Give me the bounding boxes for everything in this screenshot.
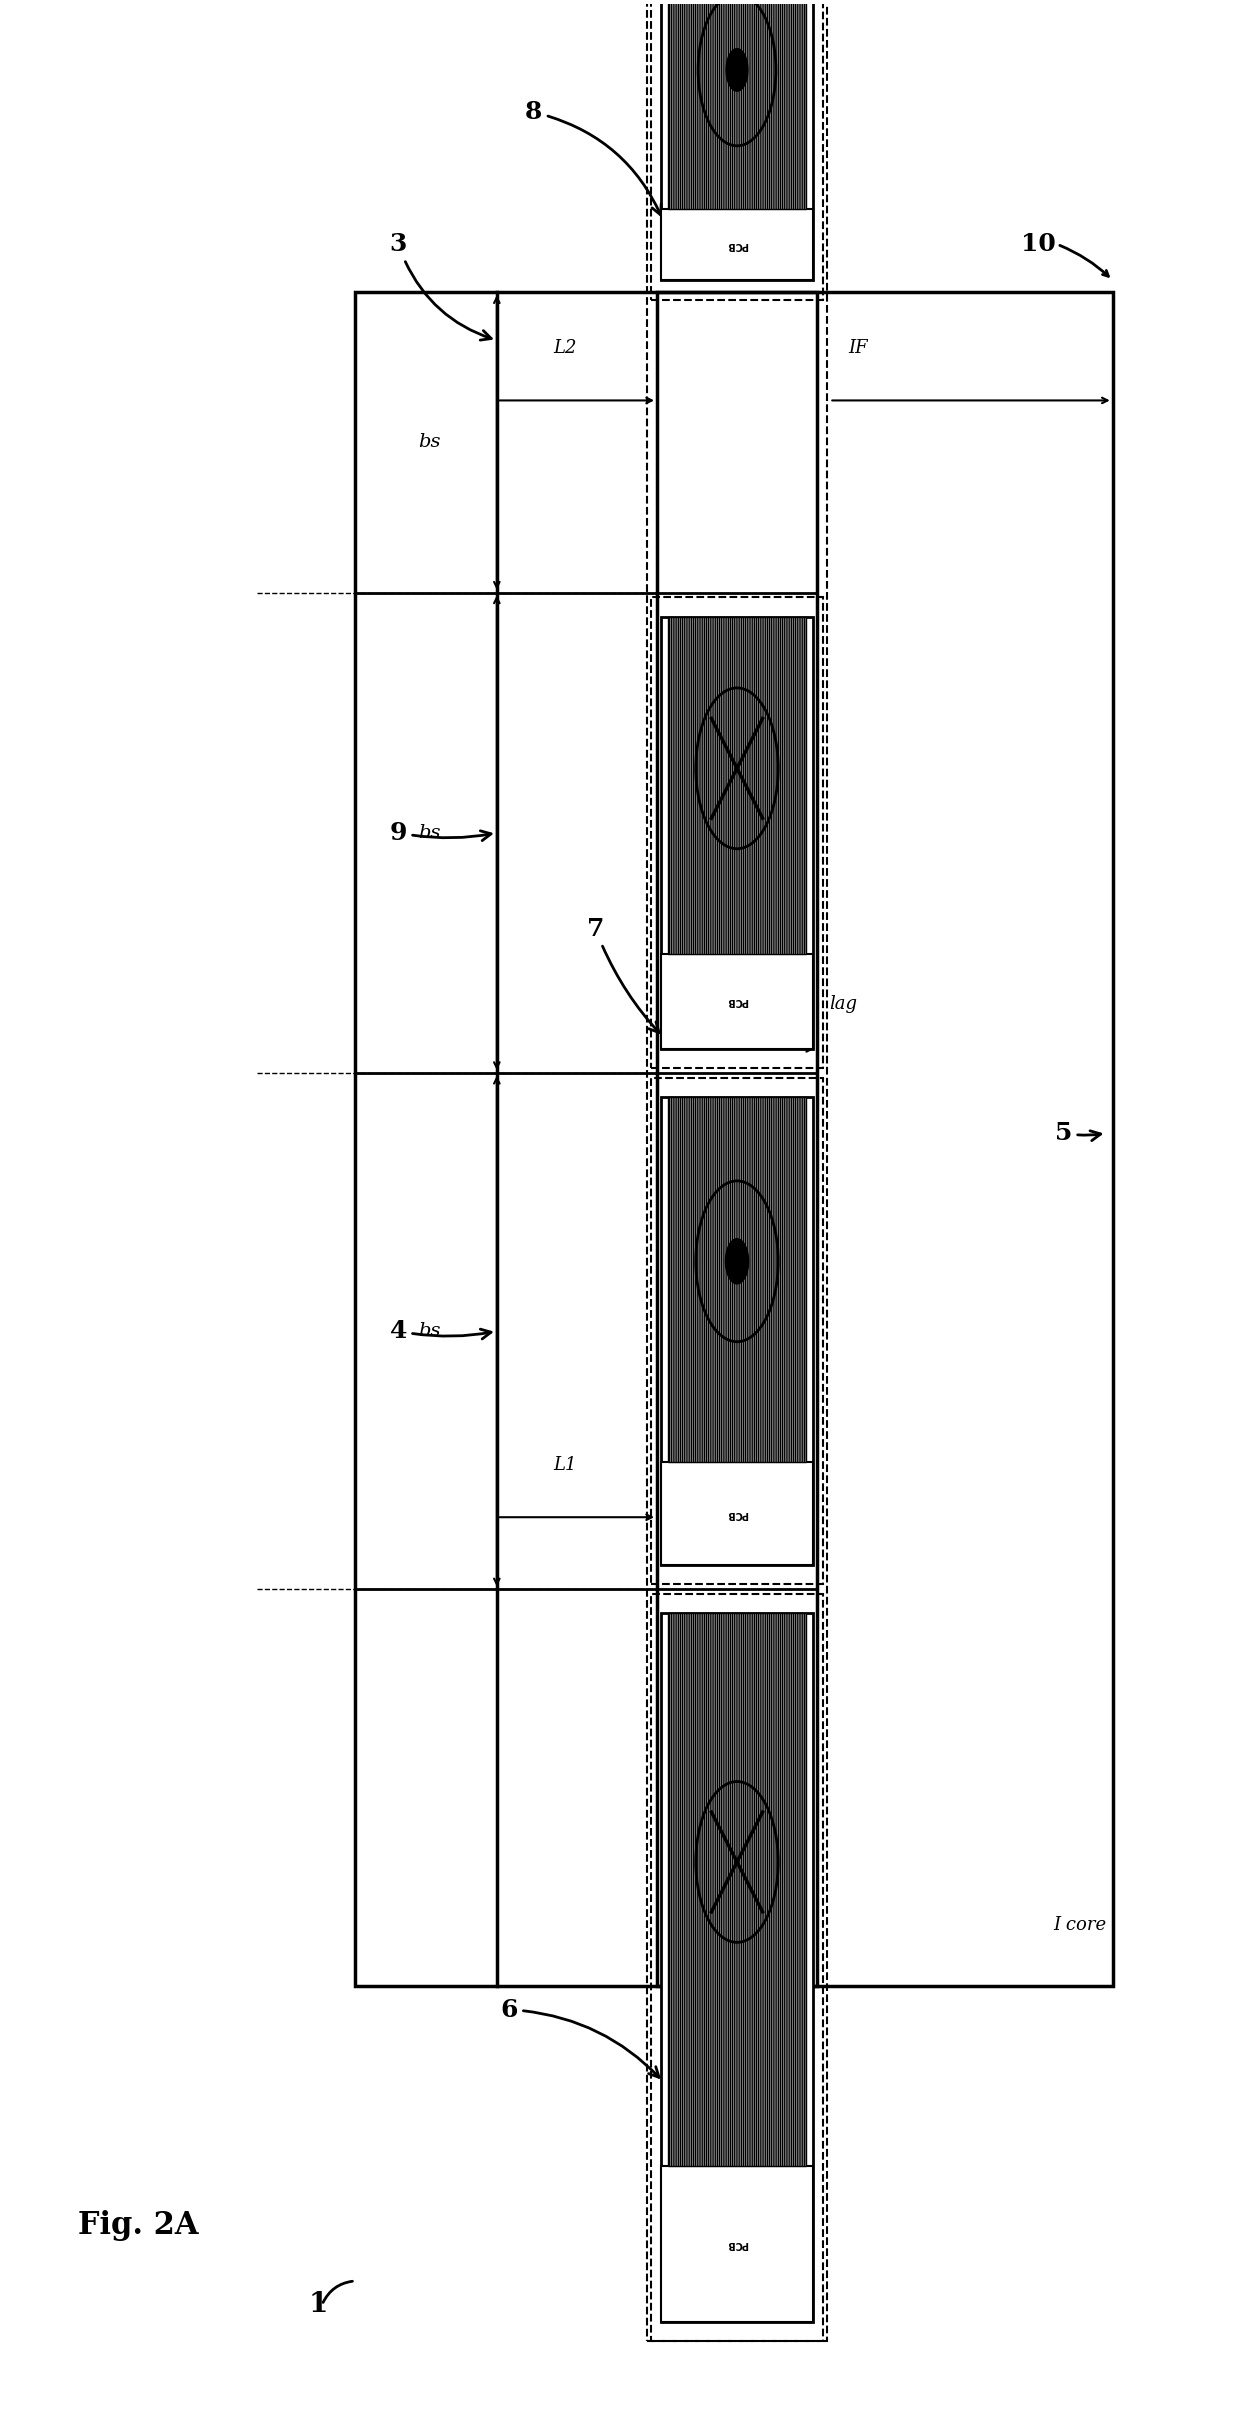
Bar <box>355 292 1112 1986</box>
Bar <box>668 1097 806 1463</box>
Bar <box>651 0 823 299</box>
Text: Fig. 2A: Fig. 2A <box>78 2210 198 2241</box>
Text: PCB: PCB <box>727 1509 748 1518</box>
Text: 6: 6 <box>501 1998 658 2077</box>
Text: bs: bs <box>418 824 440 841</box>
Bar <box>668 617 806 954</box>
Bar <box>661 2167 813 2321</box>
Text: 3: 3 <box>389 231 491 340</box>
Text: PCB: PCB <box>727 239 748 251</box>
Bar <box>661 617 813 1048</box>
Bar <box>651 1077 823 1583</box>
Text: 8: 8 <box>525 101 661 214</box>
Bar <box>651 1593 823 2340</box>
Text: 10: 10 <box>1022 231 1056 255</box>
Bar <box>661 954 813 1048</box>
Text: PCB: PCB <box>727 2239 748 2249</box>
Text: 5: 5 <box>1055 1121 1101 1145</box>
Text: bs: bs <box>418 1323 440 1340</box>
Text: PCB: PCB <box>727 995 748 1007</box>
Text: 9: 9 <box>389 822 491 846</box>
Bar <box>661 0 813 280</box>
Text: bs: bs <box>418 434 440 451</box>
Bar <box>661 1097 813 1564</box>
Text: 4: 4 <box>389 1318 491 1342</box>
Text: 7: 7 <box>587 916 660 1031</box>
Text: L2: L2 <box>553 340 577 357</box>
Bar <box>657 292 817 1986</box>
Text: lag: lag <box>830 995 857 1012</box>
Text: IF: IF <box>848 340 868 357</box>
Text: I core: I core <box>1054 1916 1106 1935</box>
Bar <box>647 0 827 2340</box>
Bar <box>668 0 806 210</box>
Circle shape <box>727 48 748 92</box>
Text: 1: 1 <box>309 2292 327 2318</box>
Text: L1: L1 <box>553 1456 577 1475</box>
Bar <box>651 598 823 1068</box>
Bar <box>661 210 813 280</box>
Bar <box>661 1612 813 2321</box>
Bar <box>668 1612 806 2167</box>
Bar <box>661 1463 813 1564</box>
Circle shape <box>725 1239 749 1285</box>
